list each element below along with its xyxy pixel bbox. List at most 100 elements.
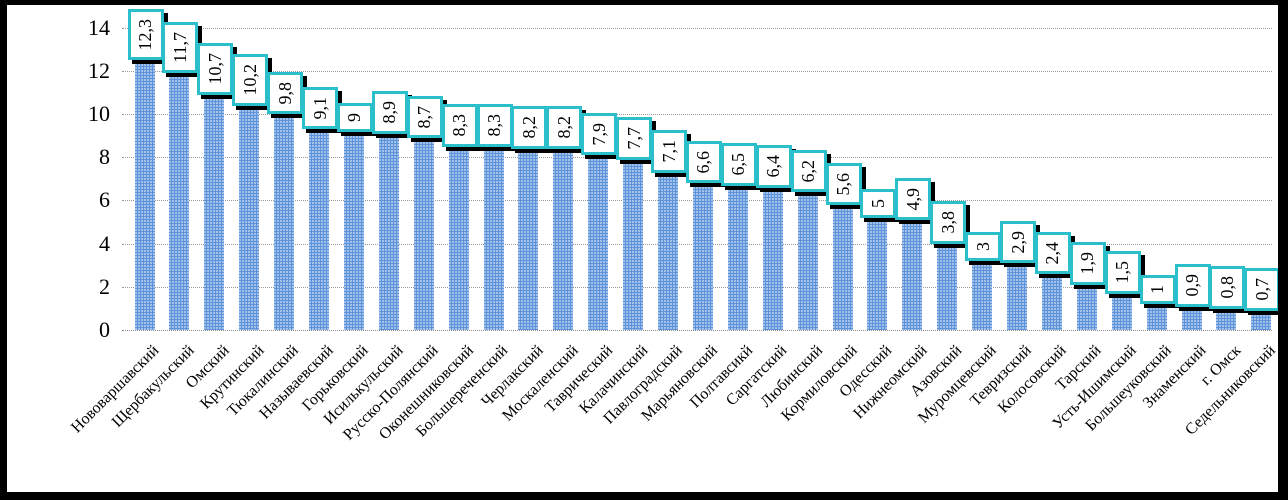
bar [309,133,329,330]
bar [483,150,504,330]
value-label-box: 6,2 [790,149,827,193]
value-label-box: 5 [860,189,897,218]
y-axis-tick-label: 0 [99,317,110,342]
bar [1181,310,1202,330]
value-label: 8,9 [379,101,400,124]
value-label: 12,3 [135,18,156,51]
value-label-box: 2,4 [1034,231,1071,275]
bar [972,265,993,330]
value-label-box: 0,9 [1174,264,1211,307]
value-label-box: 3,8 [930,201,967,244]
value-label: 5,6 [833,172,854,196]
value-label: 8,2 [553,116,574,139]
bar [588,159,609,330]
value-label: 3,8 [937,211,958,234]
value-label-box: 7,9 [581,112,618,156]
bar [762,191,783,330]
value-label: 1,5 [1112,261,1133,284]
value-label: 3 [972,242,993,252]
y-axis-tick-label: 4 [99,230,110,256]
bar [204,98,225,330]
bar [1251,314,1272,330]
y-axis-tick-label: 12 [88,57,110,83]
bar [413,142,434,330]
value-label-box: 1,9 [1069,242,1106,285]
bar [448,150,469,330]
value-label-box: 8,2 [511,106,548,149]
value-label: 8,2 [518,116,539,139]
value-label: 7,1 [658,140,679,163]
value-label-box: 3 [965,232,1002,262]
bar [902,224,923,330]
bar [1216,312,1237,330]
value-label-box: 6,5 [720,143,757,186]
bar [169,77,190,330]
bar [343,135,364,330]
bar [797,196,818,330]
bar [937,247,958,330]
bar [692,187,713,330]
bar [518,152,539,330]
bar [867,222,888,330]
value-label-box: 9,8 [267,71,304,115]
value-label: 10,7 [204,53,225,85]
value-label-box: 12,3 [127,8,164,61]
value-label-box: 1,5 [1104,251,1141,294]
value-label: 6,4 [763,155,784,178]
bar [239,109,260,330]
bar [553,152,574,330]
value-label: 7,7 [623,127,644,150]
value-label: 0,8 [1216,276,1237,299]
value-label: 9,1 [309,96,330,120]
value-label-box: 11,7 [162,22,199,74]
value-label-box: 1 [1139,275,1176,305]
value-label-box: 0,7 [1244,268,1278,311]
value-label-box: 9 [336,102,373,132]
y-axis-tick-label: 8 [99,144,110,170]
value-label: 0,9 [1182,274,1203,297]
value-label: 10,2 [239,64,260,96]
value-label-box: 9,1 [302,86,338,130]
value-label-box: 0,8 [1209,266,1246,309]
value-label: 8,3 [449,114,470,137]
value-label-box: 4,9 [895,177,932,221]
bar [727,189,748,330]
bar [1041,278,1062,330]
bar [134,64,155,330]
gridline [122,114,1272,115]
value-label: 2,4 [1042,241,1063,265]
bar [1146,308,1167,330]
value-label-box: 5,6 [825,162,862,206]
value-label-box: 2,9 [1000,220,1036,264]
value-label: 9 [344,112,365,122]
value-label: 6,6 [693,150,714,174]
value-label: 6,5 [728,153,749,176]
value-label-box: 6,4 [755,145,792,188]
bar [1111,297,1132,330]
value-label-box: 10,2 [232,54,269,106]
chart-canvas: 0 2 4 6 8 10 12 14 12,3 Нововаршавский 11,7 Щербаку… [7,5,1278,492]
value-label: 8,7 [414,105,435,129]
y-axis-tick-label: 2 [99,273,110,299]
bar [274,118,295,330]
value-label: 7,9 [588,122,609,146]
y-axis-tick-label: 10 [88,101,110,126]
value-label: 9,8 [274,81,295,105]
value-label-box: 10,7 [197,43,234,95]
value-label: 4,9 [902,187,923,211]
value-label: 0,7 [1251,278,1272,301]
value-label-box: 8,9 [371,91,408,134]
value-label: 8,3 [484,114,505,137]
y-axis-tick-label: 6 [99,187,110,213]
value-label: 5 [867,199,888,208]
y-axis-tick-label: 14 [88,14,110,40]
plot-area: 0 2 4 6 8 10 12 14 12,3 Нововаршавский 11,7 Щербаку… [7,5,1278,492]
value-label: 1,9 [1077,252,1098,275]
gridline [122,27,1272,29]
gridline [122,70,1272,72]
bar [658,176,678,330]
bar [1007,267,1027,330]
bar [1076,288,1097,330]
bar [832,209,853,330]
